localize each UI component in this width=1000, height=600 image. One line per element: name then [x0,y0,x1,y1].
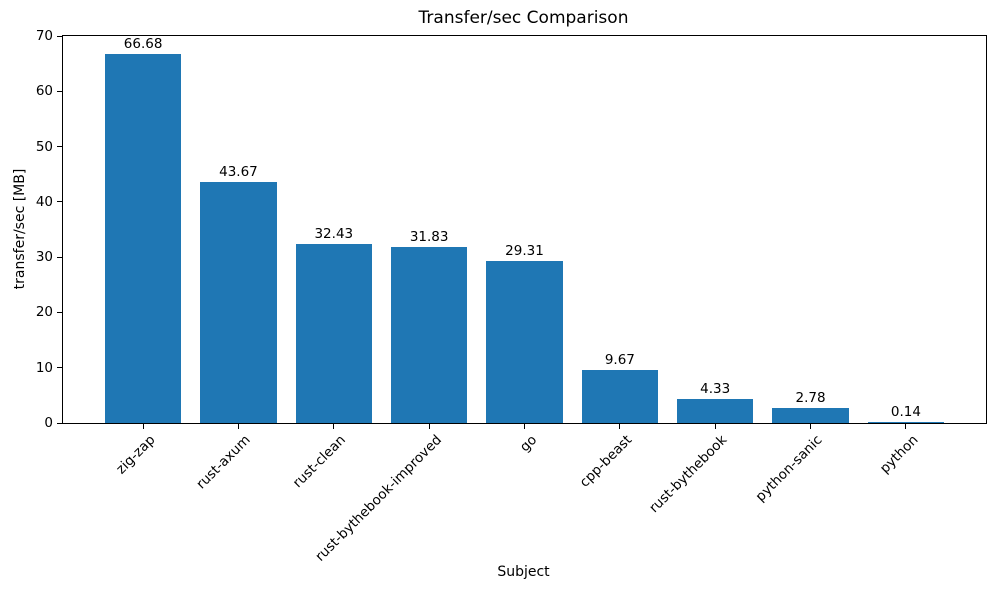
y-tick-label: 0 [44,415,53,431]
y-tick-label: 60 [35,83,53,100]
y-tick-mark [57,146,63,148]
bar-value-label: 31.83 [409,229,449,246]
bar-value-label: 2.78 [795,389,826,406]
bar-value-label: 32.43 [314,225,354,242]
x-tick-mark [619,423,621,429]
y-tick-mark [57,256,63,258]
y-tick-mark [57,367,63,369]
x-tick-mark [333,423,335,429]
x-tick-mark [428,423,430,429]
bar-rust-axum [200,181,277,423]
bar-python-sanic [772,407,849,423]
x-axis-title: Subject [497,564,550,580]
bar-go [486,260,563,423]
y-tick-label: 20 [35,304,53,321]
bar-python [867,422,945,423]
y-tick-mark [57,422,63,424]
bar-value-label: 0.14 [890,404,921,420]
x-tick-label-cpp-beast: cpp-beast [576,432,636,491]
bar-value-label: 66.68 [123,36,163,53]
x-tick-label-rust-bythebook: rust-bythebook [646,432,731,517]
y-tick-mark [57,90,63,92]
y-axis-title: transfer/sec [MB] [12,168,28,290]
y-tick-label: 10 [35,359,53,376]
y-tick-label: 40 [35,193,53,210]
x-tick-mark [524,423,525,429]
x-tick-mark [905,423,907,429]
y-tick-mark [57,311,63,313]
x-tick-label-rust-axum: rust-axum [193,432,254,493]
x-tick-label-rust-clean: rust-clean [289,432,350,492]
bar-rust-bythebook-improved [391,247,468,423]
bar-value-label: 29.31 [505,242,544,259]
x-tick-label-python: python [876,432,922,477]
bar-value-label: 9.67 [604,351,635,368]
y-tick-label: 50 [35,138,53,155]
bar-zig-zap [104,54,182,423]
x-tick-mark [714,423,716,429]
bar-cpp-beast [581,369,658,423]
x-tick-label-go: go [516,432,540,456]
x-tick-label-python-sanic: python-sanic [752,432,826,505]
x-tick-label-zig-zap: zig-zap [113,432,159,478]
bar-value-label: 4.33 [700,381,731,398]
x-tick-mark [142,423,144,429]
y-tick-mark [57,35,63,37]
plot-area: 0 10 20 30 40 50 60 70 66.68 zig-zap 43.67 rust-axu… [36,28,987,565]
x-tick-mark [237,423,239,429]
bar-value-label: 43.67 [219,163,258,180]
bar-rust-bythebook [677,399,754,423]
x-tick-mark [810,423,812,429]
chart-title: Transfer/sec Comparison [418,8,629,28]
bar-rust-clean [295,243,372,423]
y-tick-label: 70 [35,28,53,44]
y-tick-label: 30 [35,249,53,266]
y-tick-mark [57,201,63,203]
